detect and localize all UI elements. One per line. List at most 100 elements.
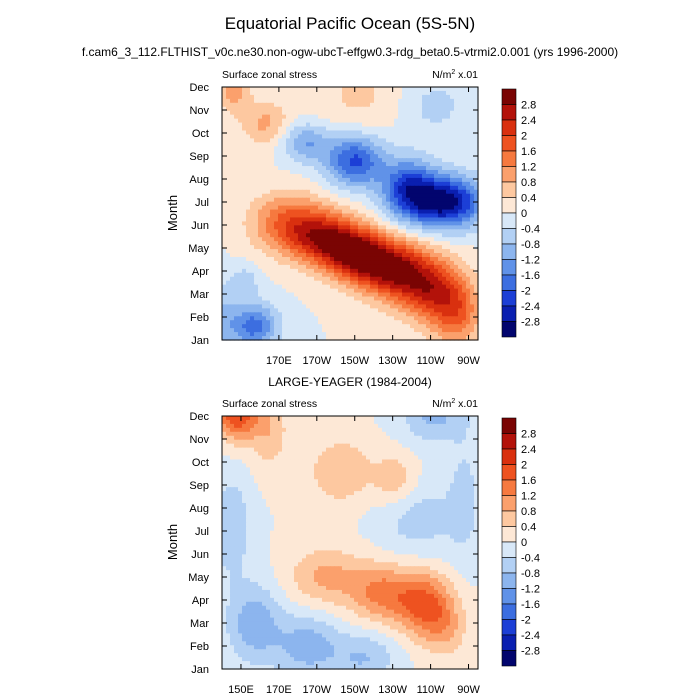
heatmap-cell — [242, 288, 247, 294]
heatmap-cell — [314, 197, 319, 203]
heatmap-cell — [474, 256, 479, 262]
heatmap-cell — [262, 90, 267, 96]
heatmap-cell — [294, 439, 299, 445]
heatmap-cell — [330, 316, 335, 321]
heatmap-cell — [310, 324, 315, 329]
heatmap-cell — [430, 256, 435, 262]
heatmap-cell — [410, 272, 415, 278]
heatmap-cell — [386, 154, 391, 159]
heatmap-cell — [394, 284, 399, 290]
heatmap-cell — [354, 106, 359, 112]
heatmap-cell — [330, 416, 335, 421]
heatmap-cell — [310, 209, 315, 215]
heatmap-cell — [254, 126, 259, 132]
heatmap-cell — [290, 332, 295, 337]
heatmap-cell — [474, 134, 479, 139]
heatmap-cell — [290, 427, 295, 433]
heatmap-cell — [302, 98, 307, 104]
heatmap-cell — [302, 336, 307, 341]
heatmap-cell — [262, 419, 267, 425]
heatmap-cell — [234, 221, 239, 226]
heatmap-cell — [402, 268, 407, 274]
heatmap-cell — [246, 292, 251, 298]
heatmap-cell — [446, 134, 451, 139]
heatmap-cell — [254, 419, 259, 425]
heatmap-cell — [350, 150, 355, 155]
heatmap-cell — [310, 118, 315, 124]
heatmap-cell — [434, 249, 439, 254]
heatmap-cell — [402, 253, 407, 258]
heatmap-cell — [390, 320, 395, 325]
heatmap-cell — [366, 447, 371, 453]
heatmap-cell — [274, 110, 279, 116]
heatmap-cell — [262, 94, 267, 100]
heatmap-cell — [310, 154, 315, 159]
heatmap-cell — [330, 423, 335, 429]
heatmap-cell — [330, 189, 335, 195]
heatmap-cell — [450, 173, 455, 179]
heatmap-cell — [458, 106, 463, 112]
heatmap-cell — [362, 308, 367, 313]
heatmap-cell — [414, 304, 419, 309]
heatmap-cell — [446, 181, 451, 187]
heatmap-cell — [310, 427, 315, 433]
heatmap-cell — [274, 332, 279, 337]
heatmap-cell — [370, 189, 375, 195]
heatmap-cell — [294, 193, 299, 199]
heatmap-cell — [222, 416, 227, 421]
heatmap-cell — [422, 435, 427, 441]
heatmap-cell — [310, 87, 315, 92]
heatmap-cell — [266, 94, 271, 100]
heatmap-cell — [358, 419, 363, 425]
heatmap-cell — [274, 87, 279, 92]
heatmap-cell — [298, 320, 303, 325]
heatmap-cell — [250, 138, 255, 143]
heatmap-cell — [226, 142, 231, 147]
heatmap-cell — [406, 256, 411, 262]
heatmap-cell — [446, 87, 451, 92]
heatmap-cell — [246, 166, 251, 171]
heatmap-cell — [410, 253, 415, 258]
heatmap-cell — [470, 423, 475, 429]
heatmap-cell — [386, 197, 391, 203]
heatmap-cell — [266, 142, 271, 147]
heatmap-cell — [238, 455, 243, 461]
heatmap-cell — [410, 423, 415, 429]
heatmap-cell — [234, 324, 239, 329]
heatmap-cell — [470, 102, 475, 108]
heatmap-cell — [282, 118, 287, 124]
heatmap-cell — [274, 201, 279, 207]
heatmap-cell — [358, 142, 363, 147]
heatmap-cell — [370, 324, 375, 329]
heatmap-cell — [466, 173, 471, 179]
heatmap-cell — [342, 427, 347, 433]
heatmap-cell — [422, 443, 427, 449]
heatmap-cell — [466, 181, 471, 187]
heatmap-cell — [394, 435, 399, 441]
heatmap-cell — [226, 213, 231, 219]
heatmap-cell — [298, 276, 303, 282]
heatmap-cell — [406, 296, 411, 302]
heatmap-cell — [434, 268, 439, 274]
heatmap-cell — [350, 245, 355, 250]
heatmap-cell — [294, 328, 299, 333]
heatmap-cell — [334, 213, 339, 219]
heatmap-cell — [294, 114, 299, 120]
heatmap-cell — [374, 170, 379, 175]
heatmap-cell — [354, 336, 359, 341]
heatmap-cell — [366, 150, 371, 155]
heatmap-cell — [230, 316, 235, 321]
heatmap-cell — [234, 213, 239, 219]
heatmap-cell — [454, 260, 459, 266]
heatmap-cell — [338, 166, 343, 171]
heatmap-cell — [426, 150, 431, 155]
heatmap-cell — [266, 272, 271, 278]
heatmap-cell — [442, 87, 447, 92]
heatmap-cell — [382, 451, 387, 457]
heatmap-cell — [374, 332, 379, 337]
figure-title: Equatorial Pacific Ocean (5S-5N) — [225, 14, 475, 33]
heatmap-cell — [438, 118, 443, 124]
heatmap-cell — [278, 126, 283, 132]
heatmap-cell — [258, 142, 263, 147]
heatmap-cell — [326, 276, 331, 282]
